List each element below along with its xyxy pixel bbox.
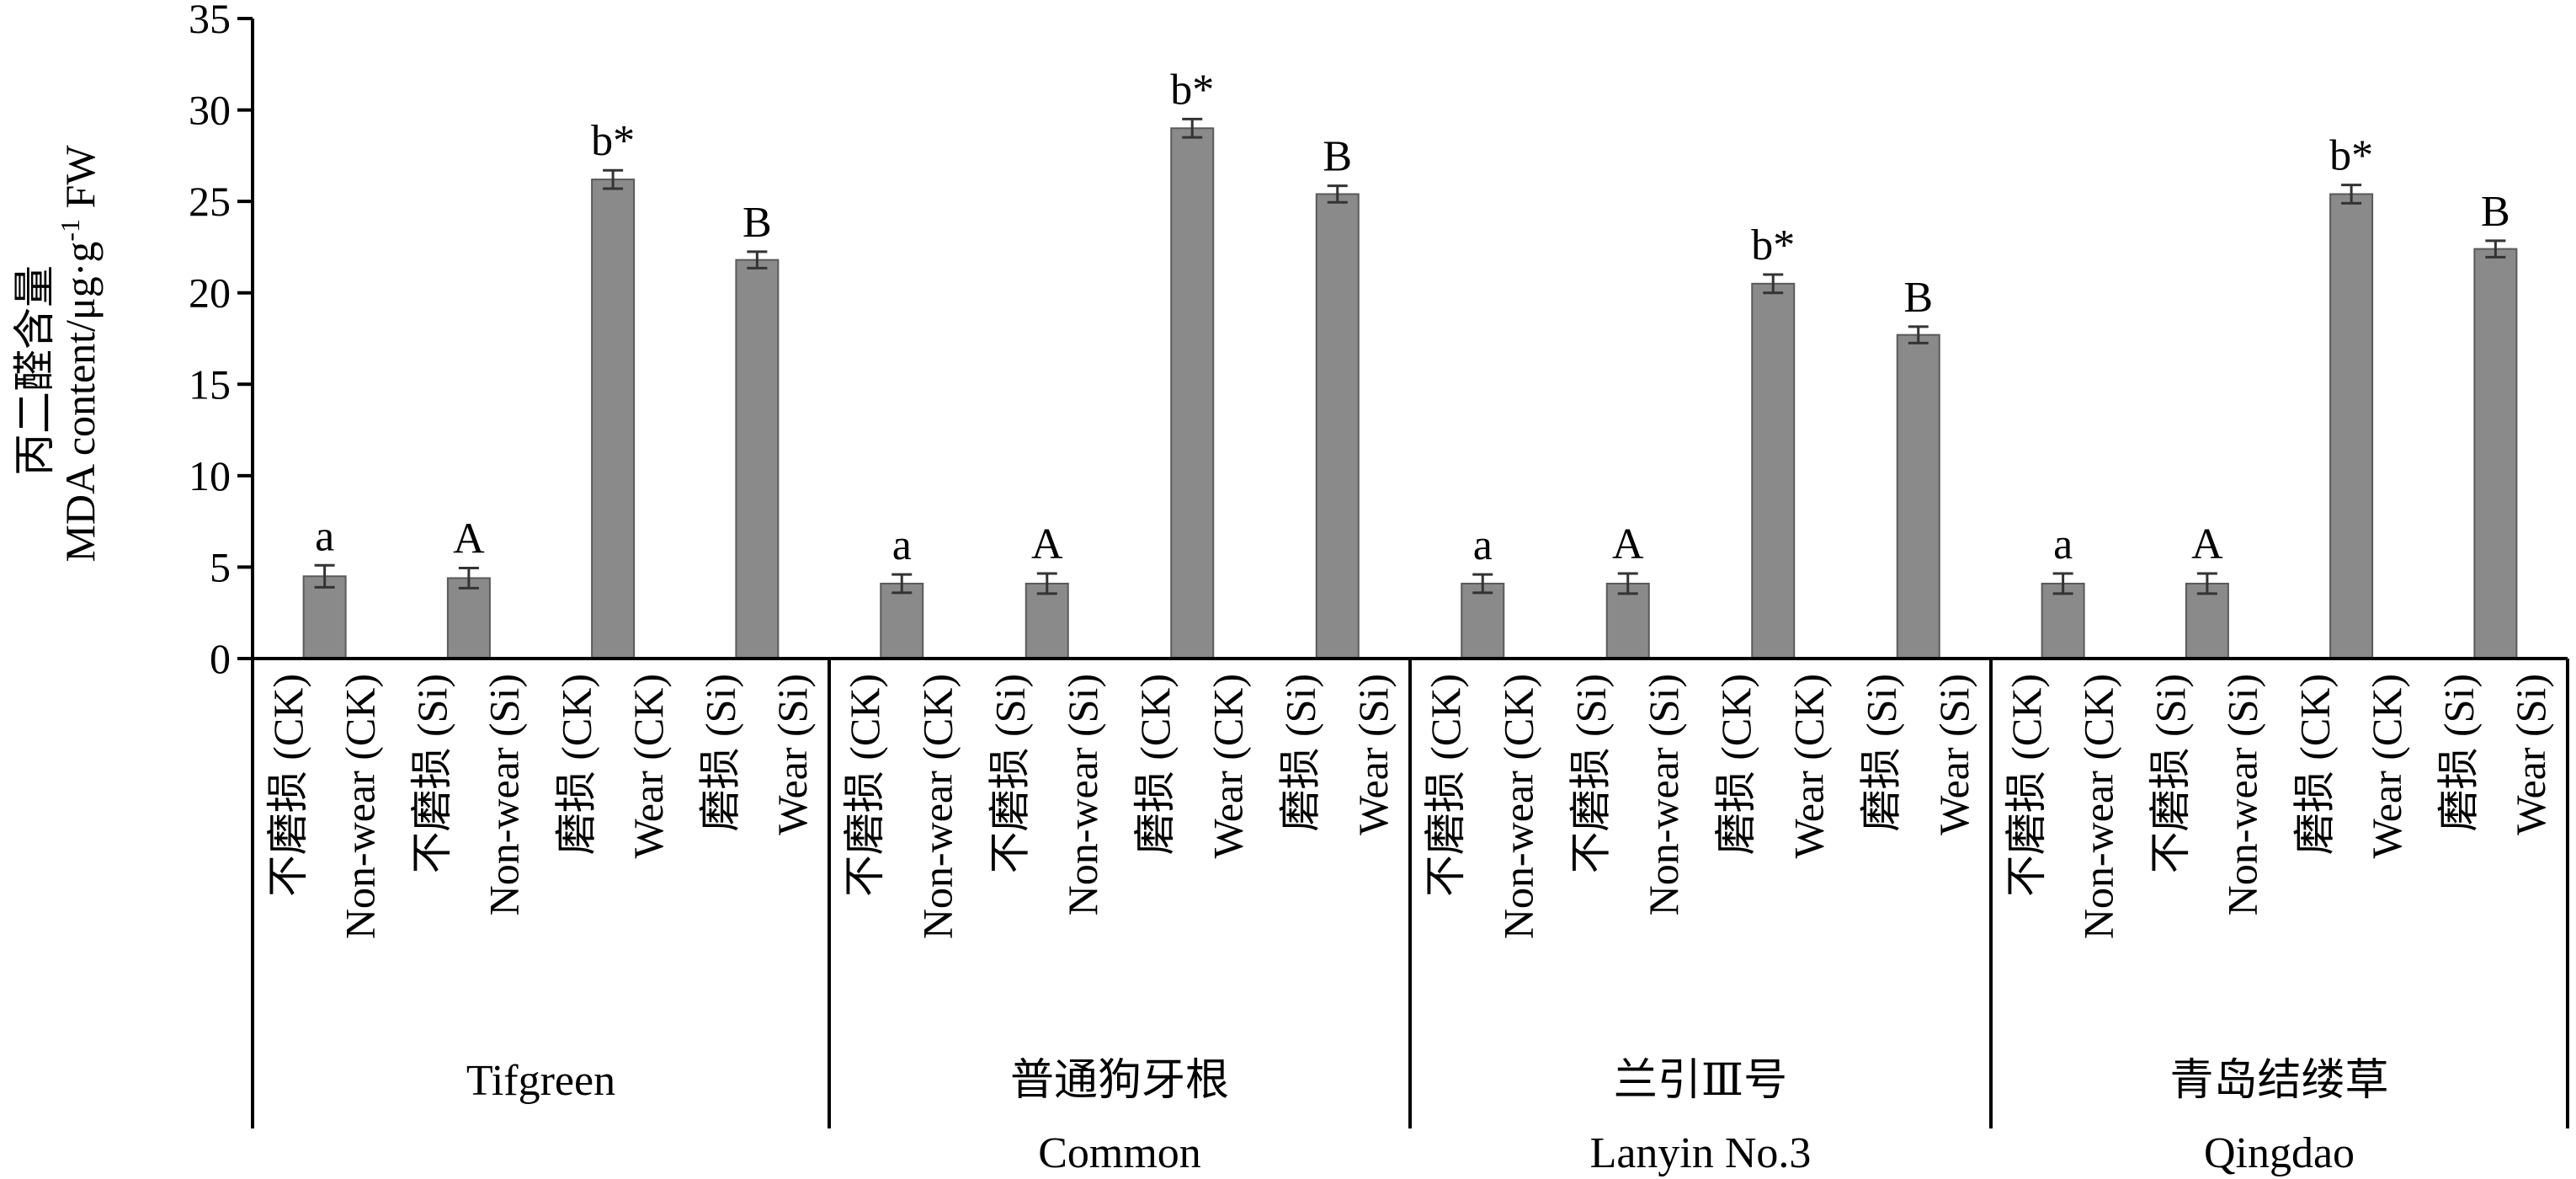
x-tick-label-cn: 不磨损 (Si) <box>987 674 1034 874</box>
group-label-cn: Tifgreen <box>466 1057 615 1105</box>
significance-label: b* <box>1751 221 1795 269</box>
x-tick-label-en: Non-wear (CK) <box>2074 674 2121 939</box>
x-tick-label-cn: 不磨损 (Si) <box>1567 674 1615 874</box>
x-tick-label-cn: 不磨损 (CK) <box>264 674 311 897</box>
group-label-en: Lanyin No.3 <box>1590 1129 1812 1177</box>
x-tick-label-en: Non-wear (Si) <box>1640 674 1687 915</box>
y-axis-title: 丙二醛含量 MDA content/μg·g-1 FW <box>11 145 104 563</box>
bar <box>1896 333 1940 659</box>
y-axis-title-en-sup: -1 <box>55 219 85 242</box>
significance-label: a <box>315 512 334 560</box>
x-tick-label-cn: 磨损 (CK) <box>1131 674 1179 855</box>
y-axis: 0 5 10 15 20 25 30 35 <box>189 0 254 682</box>
x-tick-label-cn: 磨损 (Si) <box>2435 674 2483 832</box>
x-tick-label-en: Non-wear (Si) <box>2219 674 2266 915</box>
significance-label: B <box>1323 133 1352 181</box>
significance-label: b* <box>2329 132 2373 180</box>
group-label-cn: 普通狗牙根 <box>1010 1057 1229 1105</box>
significance-label: b* <box>591 117 635 165</box>
y-axis-title-en: MDA content/μg·g-1 FW <box>55 145 104 563</box>
group-label-en: Qingdao <box>2204 1129 2355 1177</box>
y-tick-label: 10 <box>189 452 231 499</box>
bar <box>1751 282 1796 659</box>
y-tick-label: 30 <box>189 87 231 134</box>
x-tick-label-cn: 不磨损 (Si) <box>2147 674 2194 874</box>
x-tick-label-en: Wear (CK) <box>2363 674 2410 858</box>
significance-label: A <box>1031 520 1063 568</box>
x-tick-label-cn: 磨损 (Si) <box>1858 674 1905 832</box>
bar <box>1170 127 1215 660</box>
x-tick-label-cn: 不磨损 (CK) <box>1422 674 1469 897</box>
x-tick-label-en: Wear (Si) <box>1349 674 1397 835</box>
significance-label: b* <box>1170 66 1214 114</box>
significance-label: a <box>892 521 912 569</box>
x-tick-label-en: Wear (CK) <box>625 674 672 858</box>
x-tick-label-cn: 磨损 (CK) <box>2291 674 2338 855</box>
x-tick-label-en: Non-wear (Si) <box>481 674 528 915</box>
x-tick-label-en: Wear (Si) <box>1930 674 1977 835</box>
bar <box>302 575 347 659</box>
y-tick-label: 35 <box>189 0 231 42</box>
x-tick-label-cn: 磨损 (CK) <box>1712 674 1759 855</box>
significance-label: A <box>2191 520 2223 568</box>
y-tick-label: 0 <box>210 635 231 682</box>
y-axis-title-en-tail: FW <box>56 145 104 219</box>
x-tick-label-en: Non-wear (CK) <box>336 674 383 939</box>
bar <box>2329 193 2374 659</box>
group-label-cn: 青岛结缕草 <box>2169 1057 2388 1105</box>
bar <box>446 577 491 660</box>
x-tick-label-cn: 磨损 (Si) <box>1277 674 1324 832</box>
significance-label: A <box>1612 520 1644 568</box>
significance-label: a <box>2053 520 2073 568</box>
x-tick-label-en: Wear (CK) <box>1204 674 1251 858</box>
bars-layer: a Ab* Ba Ab* Ba Ab* Ba Ab* B <box>302 66 2518 660</box>
y-axis-title-en-main: MDA content/μg·g <box>56 242 104 563</box>
bar <box>735 259 780 659</box>
x-tick-label-cn: 磨损 (CK) <box>552 674 599 855</box>
group-label-cn: 兰引Ⅲ号 <box>1614 1057 1787 1105</box>
bar <box>2473 248 2518 659</box>
significance-label: a <box>1473 521 1493 569</box>
bar <box>1461 582 1505 660</box>
x-tick-label-en: Wear (CK) <box>1785 674 1832 858</box>
bar <box>1025 582 1069 660</box>
x-tick-label-en: Wear (Si) <box>769 674 816 835</box>
x-tick-label-cn: 不磨损 (CK) <box>2003 674 2050 897</box>
y-axis-title-cn: 丙二醛含量 <box>11 265 58 476</box>
significance-label: A <box>453 515 485 563</box>
y-tick-label: 5 <box>210 543 231 590</box>
x-axis: 不磨损 (CK) Non-wear (CK) 不磨损 (Si) Non-wear (S… <box>251 657 2569 1177</box>
bar <box>880 582 924 660</box>
x-tick-label-cn: 不磨损 (CK) <box>841 674 888 897</box>
y-tick-label: 25 <box>189 178 231 225</box>
x-tick-label-en: Non-wear (CK) <box>1494 674 1541 939</box>
significance-label: B <box>742 199 772 247</box>
x-tick-label-en: Non-wear (Si) <box>1059 674 1106 915</box>
y-tick-label: 15 <box>189 360 231 408</box>
group-label-en: Common <box>1038 1129 1201 1177</box>
significance-label: B <box>2481 188 2510 236</box>
x-tick-label-en: Non-wear (CK) <box>913 674 961 939</box>
significance-label: B <box>1903 274 1933 322</box>
x-tick-label-cn: 磨损 (Si) <box>697 674 744 832</box>
y-tick-label: 20 <box>189 269 231 317</box>
x-tick-label-en: Wear (Si) <box>2507 674 2554 835</box>
x-tick-label-cn: 不磨损 (Si) <box>408 674 455 874</box>
bar <box>591 179 636 660</box>
bar <box>1315 193 1360 659</box>
